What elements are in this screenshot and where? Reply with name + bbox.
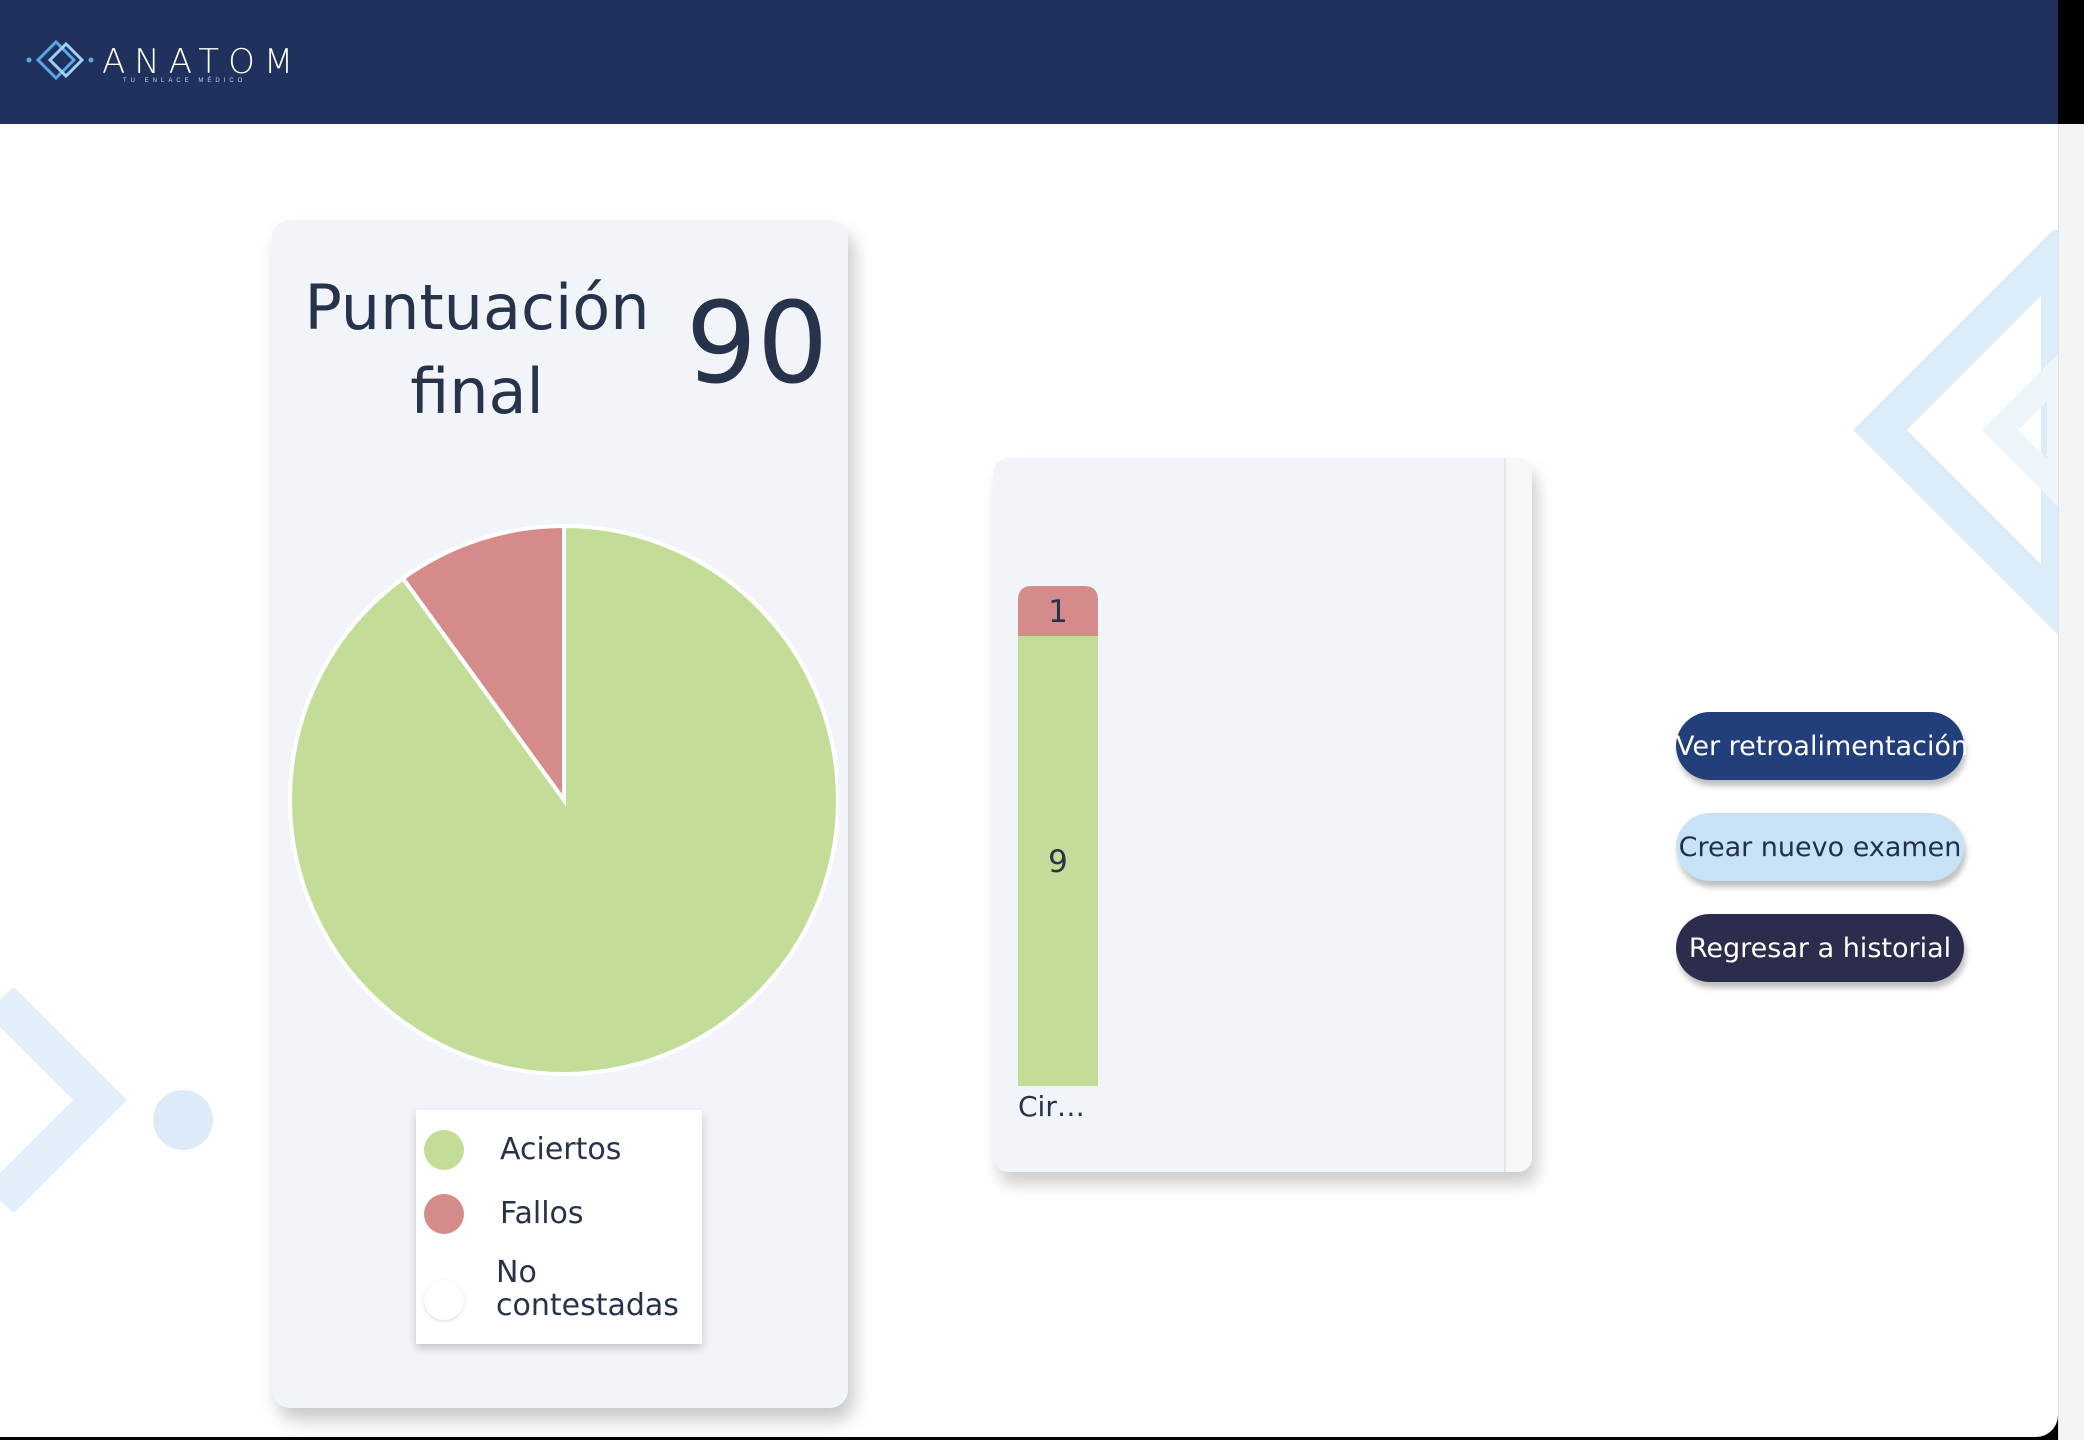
- legend-label-wrong: Fallos: [500, 1196, 584, 1231]
- page-scrollbar[interactable]: [2058, 124, 2084, 1440]
- bar-segment-fallos: [1018, 586, 1098, 636]
- score-title-line2: final: [410, 355, 544, 428]
- legend-swatch-wrong: [424, 1194, 464, 1234]
- legend-label-unanswered: No contestadas: [496, 1256, 696, 1322]
- create-new-exam-button[interactable]: Crear nuevo examen: [1676, 813, 1964, 881]
- view-feedback-button[interactable]: Ver retroalimentación: [1676, 712, 1968, 780]
- pie-legend: Aciertos Fallos No contestadas: [416, 1110, 702, 1344]
- back-to-history-button[interactable]: Regresar a historial: [1676, 914, 1964, 982]
- legend-label-unanswered-line1: No: [496, 1255, 537, 1290]
- score-value: 90: [685, 279, 829, 409]
- diamond-logo-icon: [26, 39, 94, 81]
- score-title-line1: Puntuación: [304, 271, 650, 344]
- bar-category-label: Cir…: [1018, 1090, 1085, 1123]
- top-bar: ANATOM TU ENLACE MÉDICO: [0, 0, 2058, 124]
- legend-label-correct: Aciertos: [500, 1132, 622, 1167]
- logo-name: ANATOM: [102, 42, 303, 82]
- legend-swatch-unanswered: [424, 1280, 464, 1320]
- score-card: Puntuación final 90 Aciertos Fallos No c…: [272, 220, 848, 1408]
- decorative-diamond-right: [1853, 230, 2058, 635]
- legend-item-unanswered: No contestadas: [416, 1248, 702, 1322]
- category-chart-card: 9 1 Cir…: [994, 458, 1532, 1172]
- logo-tagline: TU ENLACE MÉDICO: [123, 78, 247, 84]
- score-title: Puntuación final: [272, 266, 682, 434]
- bar-segment-aciertos: [1018, 636, 1098, 1086]
- anatom-logo[interactable]: ANATOM TU ENLACE MÉDICO: [26, 34, 293, 90]
- legend-item-wrong: Fallos: [416, 1184, 702, 1244]
- decorative-diamond-left: [0, 986, 213, 1214]
- legend-label-unanswered-line2: contestadas: [496, 1288, 679, 1323]
- legend-swatch-correct: [424, 1130, 464, 1170]
- bar-data-label-fallos: 1: [1048, 594, 1068, 630]
- chart-scrollbar[interactable]: [1504, 458, 1532, 1172]
- bar-data-label-aciertos: 9: [1048, 844, 1068, 880]
- pie-slice-fallos: [400, 523, 566, 807]
- legend-item-correct: Aciertos: [416, 1120, 702, 1180]
- results-pie-chart: [288, 523, 838, 1076]
- category-bar-chart: 9 1 Cir…: [1018, 586, 1098, 1123]
